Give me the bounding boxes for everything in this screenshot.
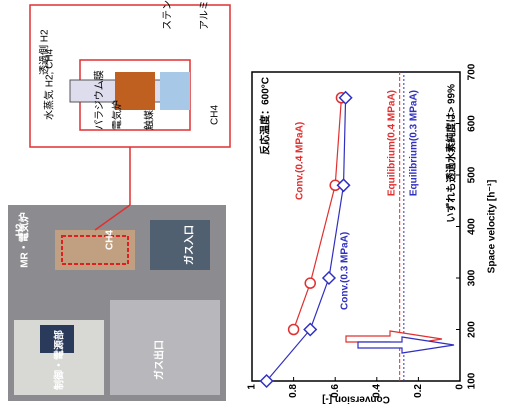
diagram-label: 触媒 <box>143 110 156 130</box>
diagram-label: 電気炉 <box>111 100 124 130</box>
marker <box>289 325 299 335</box>
series-label: Conv.(0.3 MPaA) <box>340 232 351 310</box>
diagram-label: パラジウム膜 <box>94 70 106 130</box>
photo-label: H2 <box>15 223 26 236</box>
diagram-label: ステンレスボール <box>162 0 174 30</box>
series-line <box>267 98 346 381</box>
monitor <box>150 220 210 270</box>
plot-frame <box>252 72 460 381</box>
annotation: 反応温度：600°C <box>259 77 272 155</box>
x-tick-label: 200 <box>467 321 478 338</box>
alumina <box>160 72 190 110</box>
reference-label: Equilibrium(0.4 MPaA) <box>386 90 397 196</box>
page: 制御・電源部ガス出口ガス入口MR・電気炉H2CH4 透過側 H2水蒸気 H2, … <box>0 0 523 405</box>
photo-label: 制御・電源部 <box>53 330 66 390</box>
y-tick-label: 0.2 <box>413 384 424 398</box>
y-tick-label: 0.8 <box>288 384 299 398</box>
x-axis-label: Space velocity [h⁻¹] <box>487 180 498 274</box>
photo-label: ガス出口 <box>153 340 166 380</box>
x-tick-label: 300 <box>467 269 478 286</box>
photo-label: MR・電気炉 <box>18 212 31 268</box>
reference-label: Equilibrium(0.3 MPaA) <box>408 90 419 196</box>
marker <box>323 272 335 284</box>
x-tick-label: 700 <box>467 63 478 80</box>
chart: 10020030040050060070000.20.40.60.81Space… <box>247 63 498 404</box>
y-tick-label: 1 <box>247 384 258 390</box>
x-tick-label: 400 <box>467 218 478 235</box>
x-tick-label: 500 <box>467 166 478 183</box>
y-tick-label: 0 <box>455 384 466 390</box>
y-axis-label: Conversion [-] <box>322 393 390 404</box>
photo-label: ガス入口 <box>183 225 196 265</box>
annotation: いずれも透過水素純度は> 99% <box>445 84 458 223</box>
marker <box>305 278 315 288</box>
x-tick-label: 600 <box>467 115 478 132</box>
diagram-label: CH4 <box>210 105 221 125</box>
x-tick-label: 100 <box>467 372 478 389</box>
photo-label: CH4 <box>105 230 116 250</box>
marker <box>338 179 350 191</box>
diagram-label: 水蒸気 H2, CH4 <box>43 48 56 120</box>
diagram <box>30 5 230 230</box>
series-label: Conv.(0.4 MPaA) <box>295 122 306 200</box>
diagram-label: アルミナボール <box>199 0 211 30</box>
